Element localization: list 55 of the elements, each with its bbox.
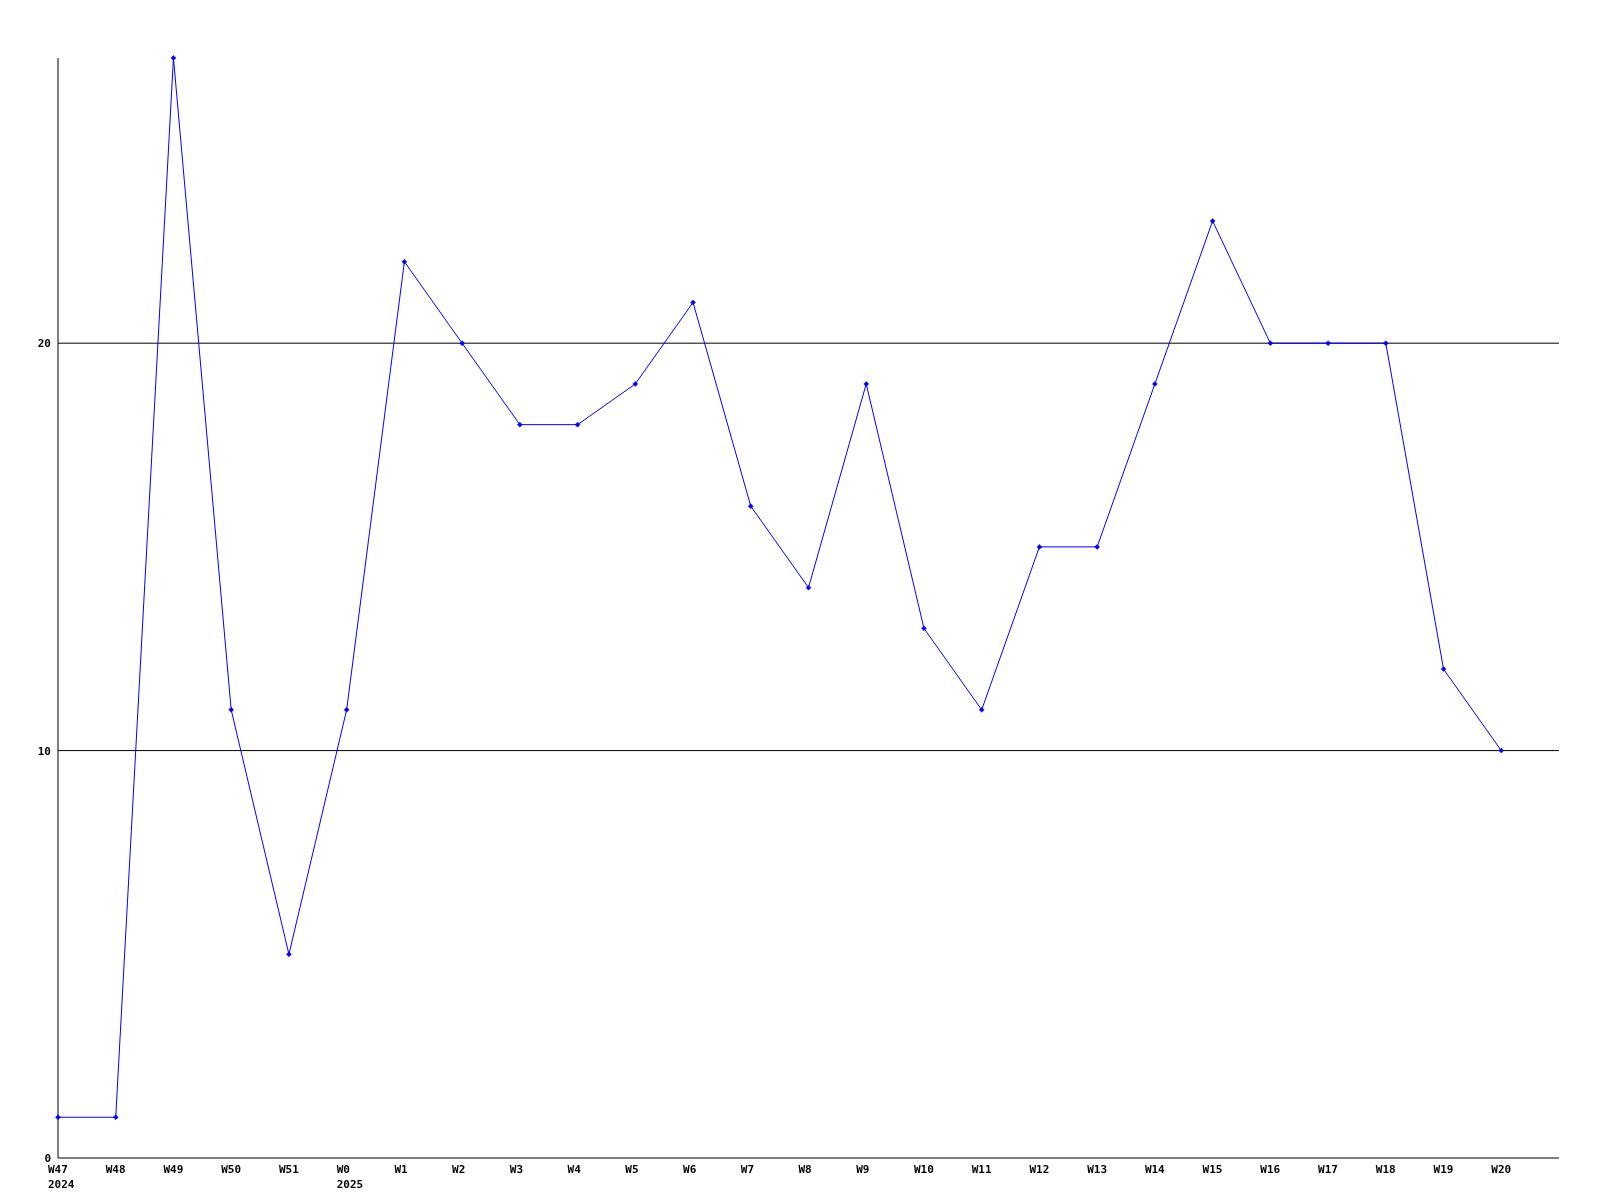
point (1152, 381, 1158, 387)
point (170, 55, 177, 61)
x-tick-label: W9 (856, 1163, 870, 1176)
point (1094, 544, 1100, 550)
point (228, 707, 234, 713)
point (863, 381, 869, 387)
x-tick-label: W51 (278, 1163, 300, 1176)
x-tick-label: W7 (740, 1163, 755, 1176)
x-tick-label: W20 (1491, 1163, 1512, 1176)
x-tick-label: W2 (452, 1163, 466, 1176)
point (1440, 666, 1447, 672)
x-tick-label: W4 (567, 1163, 582, 1176)
point (1325, 340, 1331, 346)
x-tick-label: W5 (625, 1163, 639, 1176)
x-tick-label: W12 (1029, 1163, 1050, 1176)
point (459, 340, 465, 346)
point (55, 1114, 61, 1121)
point (978, 707, 985, 713)
x-tick-label: W14 (1144, 1163, 1166, 1176)
point (286, 951, 292, 958)
y-tick-label: 20 (37, 337, 51, 351)
y-tick-label: 0 (44, 1152, 51, 1165)
y-tick-label: 10 (37, 744, 51, 758)
x-tick-label: W18 (1375, 1163, 1396, 1176)
point (632, 381, 639, 387)
x-tick-label: W6 (683, 1163, 697, 1176)
point (112, 1114, 119, 1121)
point (690, 299, 696, 306)
point (1267, 340, 1274, 346)
x-tick-label: W16 (1260, 1163, 1281, 1176)
point (1383, 340, 1389, 346)
point (574, 421, 581, 428)
point (921, 625, 927, 632)
x-tick-label: W15 (1202, 1163, 1223, 1176)
x-tick-label: W47 2024 (48, 1163, 75, 1191)
point (401, 258, 408, 265)
x-tick-label: W48 (105, 1163, 126, 1176)
x-tick-label: W8 (798, 1163, 812, 1176)
point (805, 584, 812, 591)
point (1036, 544, 1043, 550)
x-tick-label: W17 (1318, 1163, 1338, 1176)
x-tick-label: W50 (221, 1163, 242, 1176)
x-tick-label: W3 (509, 1163, 524, 1176)
point (748, 503, 754, 509)
x-tick-label: W0 2025 (336, 1163, 364, 1191)
x-tick-label: W13 (1087, 1163, 1108, 1176)
point (517, 421, 523, 428)
x-tick-label: W19 (1433, 1163, 1454, 1176)
x-tick-label: W1 (394, 1163, 409, 1176)
x-tick-label: W11 (971, 1163, 992, 1176)
point (1498, 747, 1505, 754)
x-tick-label: W10 (913, 1163, 934, 1176)
point (1209, 218, 1216, 224)
point (343, 707, 350, 713)
x-tick-label: W49 (163, 1163, 184, 1176)
